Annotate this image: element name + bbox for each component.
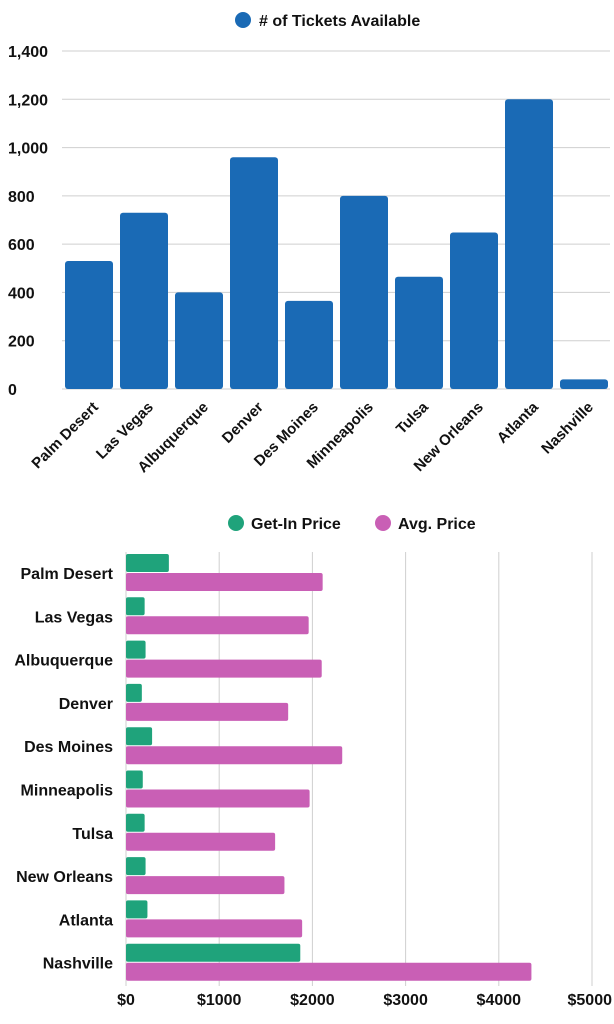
bar-minneapolis [340,195,388,389]
x-tick-label: $3000 [383,992,428,1009]
bar-get-in-price-tulsa [126,813,145,832]
bar-albuquerque [175,292,223,389]
bar-des-moines [285,300,333,389]
bar-avg-price-denver [126,702,289,721]
x-tick-label: Tulsa [393,398,432,437]
bar-get-in-price-nashville [126,943,301,962]
y-tick-label: Nashville [43,956,113,973]
y-tick-label: 1,000 [8,141,48,158]
y-tick-label: Las Vegas [35,609,113,626]
x-tick-label: Nashville [538,399,597,458]
price-comparison-chart: Get-In Price Avg. Price $0 $1000 $2000 $3000 $… [14,515,613,1009]
y-tick-label: 800 [8,189,35,206]
bar-avg-price-atlanta [126,919,303,938]
legend-marker [235,12,251,28]
bar-get-in-price-denver [126,683,142,702]
bar-tulsa [395,276,443,389]
bar-new-orleans [450,232,498,389]
legend: # of Tickets Available [235,12,420,30]
y-tick-label: Denver [59,696,113,713]
legend-label: # of Tickets Available [259,13,420,30]
y-tick-label: Tulsa [72,826,113,843]
legend-label: Get-In Price [251,516,341,533]
y-tick-label: 1,400 [8,44,48,61]
legend-label: Avg. Price [398,516,476,533]
y-tick-label: Palm Desert [21,566,114,583]
bar-get-in-price-las-vegas [126,597,145,616]
y-tick-label: 1,200 [8,92,48,109]
bar-avg-price-palm-desert [126,573,323,591]
y-tick-label: 600 [8,237,35,254]
bar-avg-price-albuquerque [126,659,322,678]
y-tick-label: 200 [8,334,35,351]
y-tick-label: Des Moines [24,739,113,756]
bar-avg-price-new-orleans [126,876,285,895]
bar-get-in-price-albuquerque [126,640,146,659]
y-tick-label: New Orleans [16,869,113,886]
y-tick-label: Minneapolis [21,783,114,800]
x-tick-label: $1000 [197,992,242,1009]
x-tick-label: $5000 [568,992,613,1009]
x-tick-label: Atlanta [494,398,542,446]
y-tick-label: Atlanta [59,912,113,929]
y-tick-label: 400 [8,285,35,302]
y-tick-label: 0 [8,382,17,399]
bar-avg-price-las-vegas [126,616,309,635]
tickets-available-chart: 0 200 400 600 800 1,000 1,200 1,400 # of Tickets… [8,12,610,476]
bar-get-in-price-minneapolis [126,770,143,789]
bar-nashville [560,379,608,389]
legend-marker [375,515,391,531]
bar-get-in-price-atlanta [126,900,148,919]
bar-avg-price-des-moines [126,746,343,765]
bar-avg-price-nashville [126,962,532,981]
bar-atlanta [505,99,553,390]
x-tick-label: $4000 [477,992,522,1009]
legend-marker [228,515,244,531]
bar-denver [230,157,278,389]
x-tick-label: Palm Desert [28,399,101,472]
bar-las-vegas [120,212,168,389]
y-tick-label: Albuquerque [14,653,113,670]
x-tick-label: Denver [219,399,267,447]
bar-avg-price-minneapolis [126,789,310,808]
bar-avg-price-tulsa [126,832,276,851]
bar-get-in-price-new-orleans [126,857,146,876]
x-tick-label: $2000 [290,992,335,1009]
x-tick-label: $0 [117,992,135,1009]
bar-get-in-price-des-moines [126,727,153,746]
bar-palm-desert [65,261,113,389]
bar-get-in-price-palm-desert [126,554,169,572]
legend: Get-In Price Avg. Price [228,515,476,533]
